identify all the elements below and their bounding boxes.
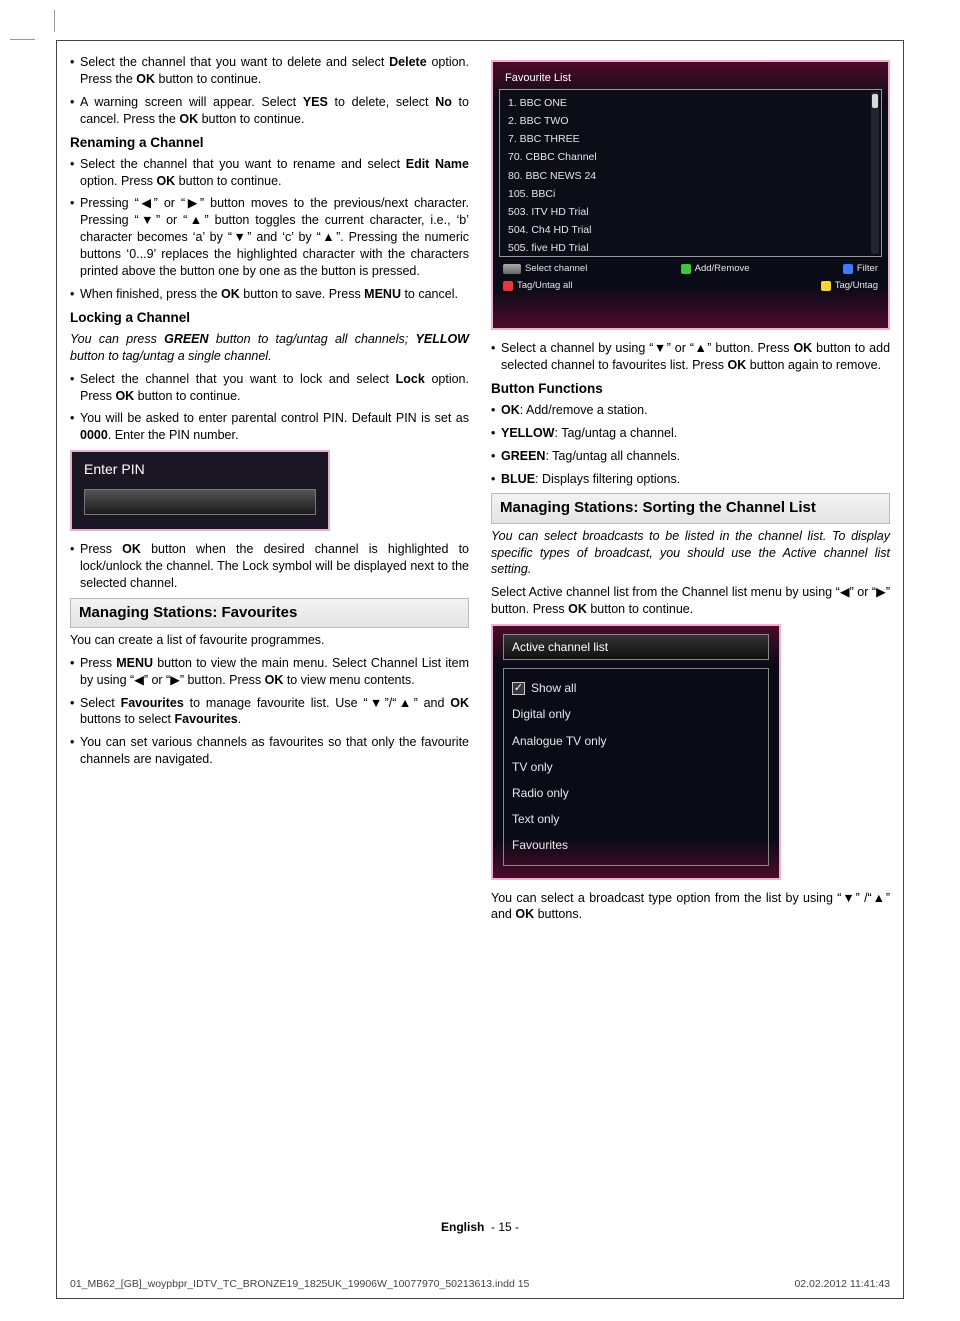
doc-path: 01_MB62_[GB]_woypbpr_IDTV_TC_BRONZE19_18… bbox=[70, 1277, 529, 1291]
lock-b1: Select the channel that you want to lock… bbox=[70, 371, 469, 405]
screenshot-active-channel-list: Active channel list ✓ Show all Digital o… bbox=[491, 624, 781, 880]
legend-item: Tag/Untag all Tag/Untag bbox=[503, 280, 878, 293]
active-option: Radio only bbox=[512, 780, 760, 806]
active-option: Analogue TV only bbox=[512, 728, 760, 754]
bullet-delete: Select the channel that you want to dele… bbox=[70, 54, 469, 88]
yellow-dot-icon bbox=[821, 281, 831, 291]
legend-item: Add/Remove bbox=[681, 263, 750, 276]
screenshot-favourite-list: Favourite List 1. BBC ONE 2. BBC TWO 7. … bbox=[491, 60, 890, 330]
green-dot-icon bbox=[681, 264, 691, 274]
rename-b2: Pressing “◀” or “▶” button moves to the … bbox=[70, 195, 469, 279]
heading-button-functions: Button Functions bbox=[491, 380, 890, 398]
pin-input-box bbox=[84, 489, 316, 515]
favlist-row: 105. BBCi bbox=[500, 185, 881, 203]
left-column: Select the channel that you want to dele… bbox=[70, 54, 469, 929]
active-option: TV only bbox=[512, 754, 760, 780]
legend-item: Select channel bbox=[503, 263, 587, 276]
active-options: ✓ Show all Digital only Analogue TV only… bbox=[503, 668, 769, 865]
favlist-row: 2. BBC TWO bbox=[500, 112, 881, 130]
favlist-row: 80. BBC NEWS 24 bbox=[500, 167, 881, 185]
favlist-row: 70. CBBC Channel bbox=[500, 148, 881, 166]
doc-datetime: 02.02.2012 11:41:43 bbox=[794, 1277, 890, 1291]
favlist-panel: 1. BBC ONE 2. BBC TWO 7. BBC THREE 70. C… bbox=[499, 89, 882, 257]
favlist-row: 503. ITV HD Trial bbox=[500, 203, 881, 221]
right-column: Favourite List 1. BBC ONE 2. BBC TWO 7. … bbox=[491, 54, 890, 929]
fav-b1: Press MENU button to view the main menu.… bbox=[70, 655, 469, 689]
bf-ok: OK: Add/remove a station. bbox=[491, 402, 890, 419]
red-dot-icon bbox=[503, 281, 513, 291]
bf-blue: BLUE: Displays filtering options. bbox=[491, 471, 890, 488]
sort-p: Select Active channel list from the Chan… bbox=[491, 584, 890, 618]
heading-lock: Locking a Channel bbox=[70, 309, 469, 327]
sort-intro: You can select broadcasts to be listed i… bbox=[491, 528, 890, 579]
favlist-legend: Select channel Add/Remove Filter Tag/Unt… bbox=[499, 257, 882, 295]
checkbox-icon: ✓ bbox=[512, 682, 525, 695]
final-p: You can select a broadcast type option f… bbox=[491, 890, 890, 924]
blue-dot-icon bbox=[843, 264, 853, 274]
ok-key-icon bbox=[503, 264, 521, 274]
rename-b3: When finished, press the OK button to sa… bbox=[70, 286, 469, 303]
lock-b2: You will be asked to enter parental cont… bbox=[70, 410, 469, 444]
content-columns: Select the channel that you want to dele… bbox=[70, 54, 890, 929]
bf-yellow: YELLOW: Tag/untag a channel. bbox=[491, 425, 890, 442]
favlist-row: 7. BBC THREE bbox=[500, 130, 881, 148]
fav-b3: You can set various channels as favourit… bbox=[70, 734, 469, 768]
heading-rename: Renaming a Channel bbox=[70, 134, 469, 152]
legend-item: Filter bbox=[843, 263, 878, 276]
favlist-row: 505. five HD Trial bbox=[500, 239, 881, 257]
lock-b3: Press OK button when the desired channel… bbox=[70, 541, 469, 592]
fav-b2: Select Favourites to manage favourite li… bbox=[70, 695, 469, 729]
favlist-title: Favourite List bbox=[499, 68, 882, 89]
fav-intro: You can create a list of favourite progr… bbox=[70, 632, 469, 649]
favlist-row: 504. Ch4 HD Trial bbox=[500, 221, 881, 239]
right-b1: Select a channel by using “▼” or “▲” but… bbox=[491, 340, 890, 374]
active-option: Favourites bbox=[512, 832, 760, 858]
active-option: Digital only bbox=[512, 701, 760, 727]
page-footer: English - 15 - bbox=[0, 1219, 960, 1235]
lock-intro: You can press GREEN button to tag/untag … bbox=[70, 331, 469, 365]
heading-sorting: Managing Stations: Sorting the Channel L… bbox=[491, 493, 890, 523]
document-footer: 01_MB62_[GB]_woypbpr_IDTV_TC_BRONZE19_18… bbox=[70, 1277, 890, 1291]
bf-green: GREEN: Tag/untag all channels. bbox=[491, 448, 890, 465]
active-option-selected: ✓ Show all bbox=[512, 675, 760, 701]
favlist-scrollbar bbox=[871, 92, 879, 254]
screenshot-enter-pin: Enter PIN bbox=[70, 450, 330, 531]
pin-title: Enter PIN bbox=[84, 460, 316, 479]
active-option: Text only bbox=[512, 806, 760, 832]
bullet-warning: A warning screen will appear. Select YES… bbox=[70, 94, 469, 128]
heading-favourites: Managing Stations: Favourites bbox=[70, 598, 469, 628]
rename-b1: Select the channel that you want to rena… bbox=[70, 156, 469, 190]
active-title: Active channel list bbox=[503, 634, 769, 660]
favlist-row: 1. BBC ONE bbox=[500, 94, 881, 112]
